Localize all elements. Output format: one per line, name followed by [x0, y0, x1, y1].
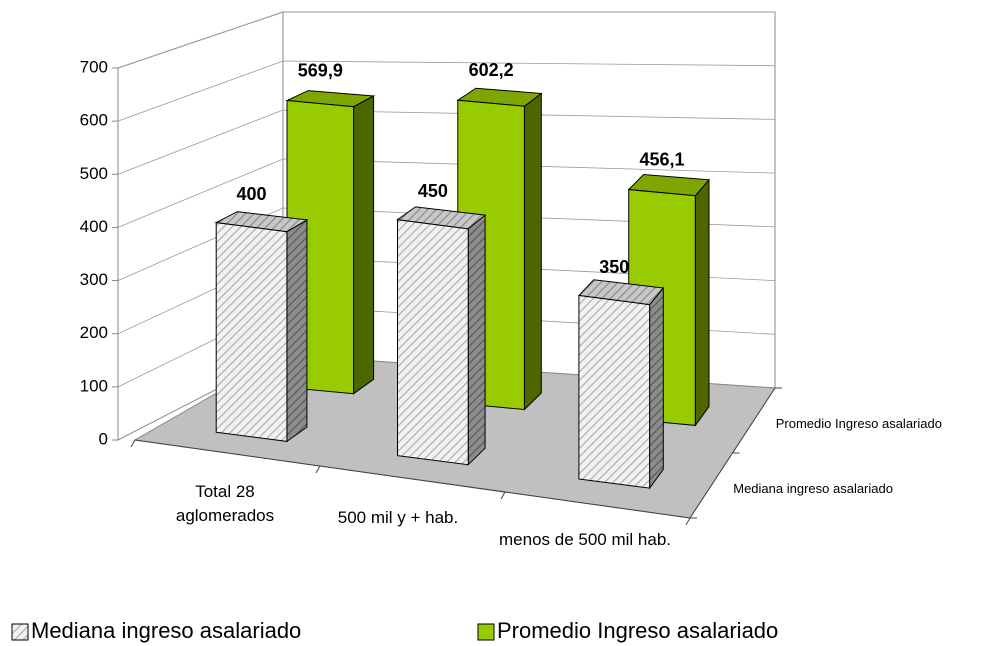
bar-front	[578, 294, 651, 489]
bar-side	[523, 92, 542, 411]
x-tick	[685, 517, 691, 526]
grid-line	[117, 60, 776, 122]
x-tick	[130, 439, 136, 448]
bar-side	[353, 95, 375, 395]
grid-line	[117, 158, 776, 228]
x-tick	[500, 491, 506, 500]
depth-label: Promedio Ingreso asalariado	[776, 416, 942, 431]
x-tick-label: 500 mil y + hab.	[337, 508, 459, 527]
legend-label: Mediana ingreso asalariado	[31, 618, 302, 643]
x-axis	[134, 439, 691, 519]
y-tick-label: 700	[80, 57, 108, 76]
bar	[577, 279, 665, 490]
y-tick-label: 400	[80, 217, 108, 236]
bar-side	[467, 214, 486, 466]
bar-front	[215, 222, 288, 442]
value-label: 350	[599, 257, 629, 277]
grid-line	[117, 11, 775, 69]
y-tick-label: 600	[80, 111, 108, 130]
bar	[214, 211, 309, 443]
y-tick-label: 300	[80, 270, 108, 289]
bar-side	[649, 286, 664, 490]
bar-front	[397, 219, 469, 466]
y-tick-label: 500	[80, 164, 108, 183]
legend-swatch	[11, 623, 29, 641]
legend-label: Promedio Ingreso asalariado	[497, 618, 779, 643]
grid-line	[117, 207, 776, 281]
value-label: 602,2	[469, 60, 514, 80]
y-tick-label: 0	[99, 429, 108, 448]
x-tick	[315, 465, 321, 474]
value-label: 400	[237, 184, 267, 204]
value-label: 450	[418, 181, 448, 201]
bar-side	[694, 178, 710, 427]
bar	[396, 206, 487, 466]
bar-side	[286, 219, 308, 443]
depth-label: Mediana ingreso asalariado	[733, 481, 893, 496]
x-tick-label: Total 28 aglomerados	[175, 482, 275, 525]
value-label: 456,1	[639, 149, 684, 169]
value-label: 569,9	[298, 60, 343, 80]
grid-line	[117, 109, 776, 175]
y-tick-label: 100	[80, 376, 108, 395]
y-tick-label: 200	[80, 323, 108, 342]
legend-swatch	[477, 623, 495, 641]
x-tick-label: menos de 500 mil hab.	[499, 530, 671, 549]
